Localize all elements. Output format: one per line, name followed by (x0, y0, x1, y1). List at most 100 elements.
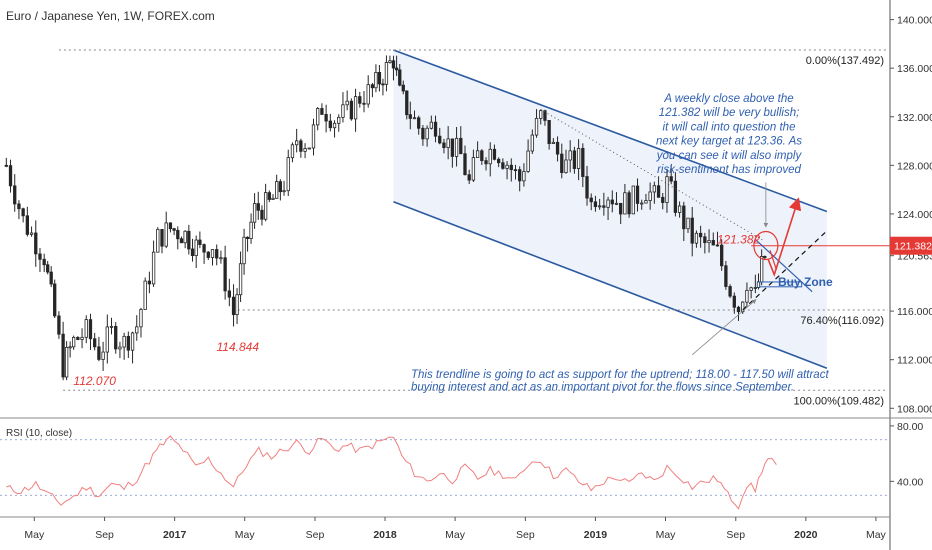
candle-body (126, 335, 130, 351)
candle-body (245, 236, 250, 240)
candle-body (118, 346, 122, 350)
candle-body (505, 164, 509, 169)
y-tick-label: 132.000 (897, 112, 932, 124)
candle-body (172, 228, 176, 231)
rsi-title: RSI (10, close) (6, 428, 72, 439)
candle-body (164, 222, 168, 247)
axes-group: 140.000136.000132.000128.000124.000120.5… (24, 15, 932, 541)
candle-body (682, 205, 686, 230)
candle-body (84, 319, 88, 338)
candle-body (450, 138, 455, 157)
candle-body (183, 230, 187, 244)
bottom-annotation-pointer (691, 299, 757, 356)
annotation-top-line: next key target at 123.36. As (656, 136, 802, 148)
candle-body (656, 185, 661, 198)
candle-body (210, 249, 215, 258)
candle-body (394, 67, 399, 71)
annotation-top: A weekly close above the 121.382 will be … (656, 93, 803, 176)
candle-body (53, 283, 57, 317)
x-tick-label: Sep (516, 529, 535, 541)
candle-body (745, 289, 749, 303)
candle-body (417, 117, 421, 129)
candle-body (267, 192, 271, 200)
last-price-text: 121.382 (894, 241, 932, 253)
candle-body (299, 140, 303, 152)
candle-body (76, 336, 80, 340)
candle-body (345, 100, 349, 106)
x-tick-label: 2017 (163, 529, 187, 541)
price-label: 114.844 (217, 340, 260, 354)
candle-body (278, 181, 283, 193)
candle-body (332, 122, 337, 129)
channel-group (393, 49, 828, 369)
x-tick-label: 2020 (794, 529, 818, 541)
candle-body (711, 240, 715, 246)
annotation-top-line: it will call into question the (663, 121, 796, 133)
candle-body (381, 83, 385, 86)
candle-body (398, 69, 402, 86)
candle-body (206, 251, 210, 258)
candle-body (49, 271, 53, 285)
x-tick-label: May (24, 529, 45, 541)
support-trendline (742, 230, 828, 311)
candle-body (252, 203, 257, 223)
price-label: 121.382 (717, 233, 761, 247)
annotation-top-line: A weekly close above the (663, 93, 793, 105)
candle-body (64, 347, 69, 378)
candle-body (446, 138, 450, 148)
candle-body (219, 257, 223, 260)
candle-body (614, 202, 619, 205)
annotation-top-line: risk-sentiment has improved (657, 164, 801, 176)
candle-body (362, 102, 366, 105)
channel-lower-line (393, 201, 828, 369)
candle-body (763, 256, 767, 258)
candle-body (513, 169, 518, 172)
candle-body (421, 127, 425, 140)
candle-body (190, 248, 195, 257)
candle-body (677, 205, 682, 213)
candle-body (560, 153, 564, 173)
candle-body (539, 110, 543, 119)
candle-body (377, 72, 382, 85)
candle-body (686, 217, 690, 230)
red-circle-highlight (753, 230, 779, 261)
candle-body (425, 127, 429, 140)
candle-body (263, 192, 268, 220)
candle-body (114, 325, 118, 350)
candle-body (295, 140, 299, 146)
candle-body (156, 228, 160, 253)
candle-body (405, 90, 409, 116)
candle-body (707, 240, 711, 244)
candle-body (433, 121, 438, 137)
candle-body (391, 60, 396, 69)
candle-body (282, 190, 286, 193)
candle-body (324, 114, 328, 122)
candle-body (179, 238, 184, 244)
x-tick-label: Sep (726, 529, 745, 541)
candle-body (547, 120, 551, 144)
rsi-group (0, 435, 890, 510)
annotation-top-line: you can see it will also imply (656, 150, 803, 162)
candle-body (585, 176, 589, 199)
candle-body (71, 336, 76, 348)
candle-body (160, 228, 164, 247)
candle-body (551, 141, 556, 144)
candle-body (760, 256, 764, 283)
candle-body (690, 217, 694, 244)
y-tick-label: 136.000 (897, 63, 932, 75)
candle-body (518, 169, 522, 182)
fibonacci-levels: 0.00%(137.492) 76.40%(116.092) 100.00%(109… (58, 49, 888, 407)
overlays-group: 112.070 114.844 121.382 (73, 109, 890, 388)
candle-body (130, 332, 135, 351)
candle-body (475, 150, 480, 158)
candle-body (602, 205, 606, 208)
buy-zone-box (759, 281, 803, 288)
candle-body (509, 164, 513, 171)
x-tick-label: May (445, 529, 466, 541)
candle-body (619, 202, 623, 215)
candle-body (589, 197, 593, 203)
candle-body (497, 158, 501, 164)
candle-body (501, 162, 505, 169)
rsi-series-line (6, 435, 777, 510)
